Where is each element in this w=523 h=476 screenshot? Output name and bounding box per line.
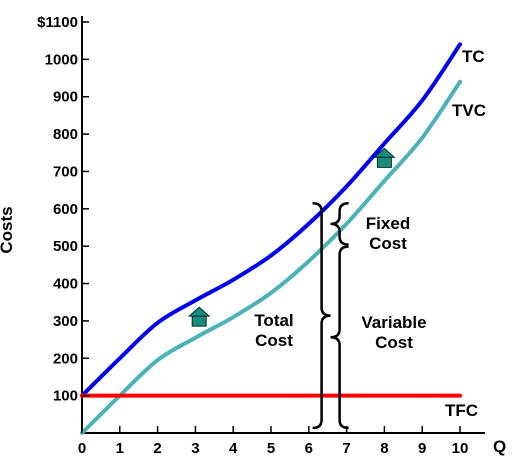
y-tick-label: 1000 <box>45 51 78 68</box>
total-cost-label: Total <box>254 311 293 330</box>
y-tick-label: 600 <box>53 201 78 218</box>
series-label-tc: TC <box>462 47 485 66</box>
x-tick-label: 2 <box>153 440 161 457</box>
house-marker <box>187 306 211 327</box>
x-tick-label: 3 <box>191 440 199 457</box>
x-tick-label: 5 <box>267 440 275 457</box>
fixed-cost-brace <box>330 201 349 246</box>
y-tick-label: 500 <box>53 238 78 255</box>
series-label-tfc: TFC <box>445 401 478 420</box>
x-tick-label: 4 <box>229 440 238 457</box>
x-tick-label: 0 <box>78 440 86 457</box>
variable-cost-label: Cost <box>375 333 413 352</box>
x-tick-label: 1 <box>116 440 124 457</box>
total-cost-brace <box>312 201 331 430</box>
y-tick-label: 100 <box>53 388 78 405</box>
y-tick-label: 300 <box>53 313 78 330</box>
y-tick-label: 200 <box>53 350 78 367</box>
x-tick-label: 10 <box>452 440 469 457</box>
x-tick-label: 7 <box>342 440 350 457</box>
variable-cost-brace <box>330 245 349 430</box>
x-axis-label: Q <box>493 437 506 456</box>
y-tick-label: $1100 <box>37 14 78 31</box>
total-cost-label: Cost <box>255 331 293 350</box>
variable-cost-label: Variable <box>361 313 426 332</box>
y-axis-label: Costs <box>0 206 16 253</box>
x-tick-label: 9 <box>418 440 426 457</box>
x-tick-label: 6 <box>305 440 313 457</box>
x-tick-label: 8 <box>380 440 388 457</box>
series-layer: TC TVC TFC <box>80 42 486 435</box>
y-tick-label: 800 <box>53 126 78 143</box>
y-tick-label: 400 <box>53 276 78 293</box>
series-label-tvc: TVC <box>452 101 486 120</box>
house-marker <box>373 147 396 168</box>
series-tvc-line <box>80 79 462 435</box>
axes <box>81 16 485 434</box>
marker-body <box>191 315 207 327</box>
y-tick-label: 700 <box>53 163 78 180</box>
marker-body <box>376 156 392 168</box>
fixed-cost-label: Fixed <box>366 214 410 233</box>
ticks: 100 200 300 400 500 600 700 800 900 1000 $1100 0 1 2 3… <box>37 14 468 457</box>
series-tc-line <box>80 42 462 398</box>
y-tick-label: 900 <box>53 89 78 106</box>
fixed-cost-label: Cost <box>369 234 407 253</box>
marker-roof <box>187 306 211 317</box>
